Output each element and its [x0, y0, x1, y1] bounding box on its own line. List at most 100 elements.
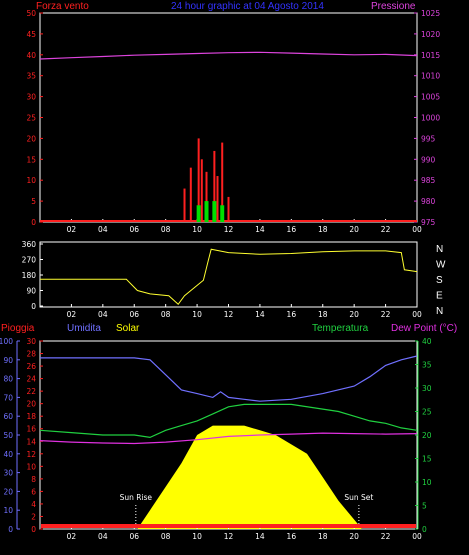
x-tick-label: 06: [129, 225, 139, 234]
humidity-label: Umidita: [67, 323, 101, 334]
x-tick-label: 20: [349, 225, 359, 234]
x-tick-label: 16: [287, 310, 297, 319]
x-tick-label: 00: [412, 225, 422, 234]
pressure-y-tick-label: 995: [421, 134, 436, 143]
x-tick-label: 08: [161, 310, 171, 319]
x-tick-label: 00: [412, 532, 422, 541]
humidity-y-tick-label: 50: [3, 431, 13, 440]
rain-y-tick-label: 10: [26, 462, 36, 471]
temp-y-tick-label: 35: [422, 361, 432, 370]
pressure-y-tick-label: 980: [421, 197, 436, 206]
wind-bar: [189, 167, 192, 222]
rain-y-tick-label: 14: [26, 437, 36, 446]
x-tick-label: 02: [67, 532, 77, 541]
pressure-y-tick-label: 985: [421, 176, 436, 185]
temperature-line: [39, 403, 418, 439]
pressure-y-tick-label: 1015: [421, 51, 440, 60]
rain-y-tick-label: 26: [26, 362, 36, 371]
temp-y-tick-label: 40: [422, 337, 432, 346]
x-tick-label: 14: [255, 225, 265, 234]
dewpoint-line: [39, 432, 418, 445]
x-tick-label: 06: [129, 310, 139, 319]
humidity-y-tick-label: 0: [8, 525, 13, 534]
rain-y-tick-label: 8: [31, 475, 36, 484]
direction-line: [40, 248, 418, 306]
wind-bar: [197, 138, 200, 222]
gust-bar: [212, 201, 217, 222]
dir-y-tick-label: 180: [22, 271, 37, 280]
rain-y-tick-label: 18: [26, 412, 36, 421]
temp-y-tick-label: 10: [422, 478, 432, 487]
rain-y-tick-label: 24: [26, 375, 36, 384]
rain-y-tick-label: 20: [26, 400, 36, 409]
x-tick-label: 16: [287, 532, 297, 541]
temperature-label: Temperatura: [312, 323, 369, 334]
wind-y-tick-label: 50: [26, 9, 36, 18]
temp-y-tick-label: 25: [422, 408, 432, 417]
x-tick-label: 10: [192, 532, 202, 541]
compass-label: N: [436, 244, 443, 255]
x-tick-label: 14: [255, 532, 265, 541]
wind-y-tick-label: 20: [26, 134, 36, 143]
wind-y-tick-label: 15: [26, 155, 36, 164]
temp-y-tick-label: 0: [422, 525, 427, 534]
pressure-y-tick-label: 1010: [421, 72, 440, 81]
gust-bar: [220, 205, 225, 222]
wind-bar: [213, 150, 216, 222]
humidity-y-tick-label: 30: [3, 469, 13, 478]
gust-bar: [196, 205, 201, 222]
chart-title: 24 hour graphic at 04 Agosto 2014: [171, 1, 324, 12]
wind-y-tick-label: 25: [26, 114, 36, 123]
dir-y-tick-label: 360: [22, 240, 37, 249]
x-tick-label: 18: [318, 225, 328, 234]
humidity-line: [40, 355, 418, 402]
x-tick-label: 02: [67, 310, 77, 319]
pressure-axis-label: Pressione: [371, 1, 416, 12]
temp-y-tick-label: 30: [422, 384, 432, 393]
temp-y-tick-label: 15: [422, 455, 432, 464]
humidity-y-tick-label: 40: [3, 450, 13, 459]
pressure-y-tick-label: 975: [421, 218, 436, 227]
x-tick-label: 10: [192, 225, 202, 234]
rain-y-tick-label: 28: [26, 350, 36, 359]
x-tick-label: 08: [161, 532, 171, 541]
x-tick-label: 12: [224, 310, 234, 319]
gust-bar: [204, 201, 209, 222]
pressure-line: [39, 51, 418, 60]
humidity-y-tick-label: 80: [3, 375, 13, 384]
humidity-y-tick-label: 100: [0, 337, 13, 346]
wind-y-tick-label: 40: [26, 51, 36, 60]
wind-bar: [227, 196, 230, 222]
humidity-y-tick-label: 90: [3, 356, 13, 365]
x-tick-label: 18: [318, 532, 328, 541]
x-tick-label: 16: [287, 225, 297, 234]
wind-y-tick-label: 5: [31, 197, 36, 206]
sunset-label: Sun Set: [344, 493, 373, 502]
x-tick-label: 20: [349, 532, 359, 541]
sunrise-label: Sun Rise: [120, 493, 153, 502]
pressure-y-tick-label: 990: [421, 155, 436, 164]
temp-y-tick-label: 20: [422, 431, 432, 440]
x-tick-label: 02: [67, 225, 77, 234]
rain-y-tick-label: 22: [26, 387, 36, 396]
wind-bar: [205, 171, 208, 222]
x-tick-label: 22: [381, 310, 391, 319]
x-tick-label: 04: [98, 225, 108, 234]
x-tick-label: 00: [412, 310, 422, 319]
dir-y-tick-label: 0: [31, 302, 36, 311]
rain-y-tick-label: 12: [26, 450, 36, 459]
wind-bar: [183, 188, 186, 222]
x-tick-label: 20: [349, 310, 359, 319]
rain-label: Pioggia: [1, 323, 35, 334]
dir-y-tick-label: 90: [26, 287, 36, 296]
wind-y-tick-label: 45: [26, 30, 36, 39]
rain-y-tick-label: 30: [26, 337, 36, 346]
wind-bar: [200, 159, 203, 222]
x-tick-label: 04: [98, 532, 108, 541]
solar-label: Solar: [116, 323, 140, 334]
compass-label: E: [436, 291, 443, 302]
